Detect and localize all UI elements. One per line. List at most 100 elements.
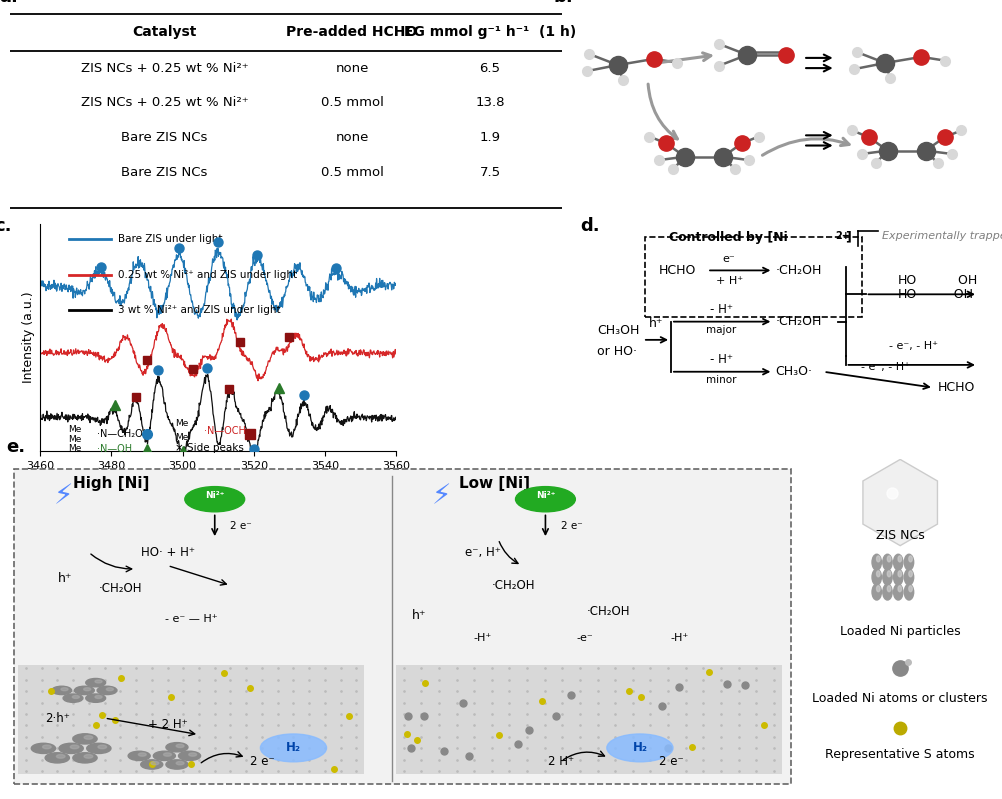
Polygon shape: [862, 459, 937, 546]
Polygon shape: [18, 665, 364, 774]
Circle shape: [904, 584, 913, 600]
Text: minor: minor: [705, 376, 735, 385]
Circle shape: [261, 734, 327, 761]
Text: h⁺: h⁺: [412, 609, 426, 622]
Text: major: major: [705, 325, 735, 335]
Circle shape: [908, 556, 912, 562]
Circle shape: [515, 487, 575, 512]
Text: 7.5: 7.5: [479, 165, 500, 178]
Text: Ni²⁺: Ni²⁺: [204, 491, 224, 500]
Circle shape: [86, 694, 105, 702]
Text: ·CH₂OH: ·CH₂OH: [775, 264, 821, 277]
Text: 0.25 wt % Ni²⁺ and ZIS under light: 0.25 wt % Ni²⁺ and ZIS under light: [118, 270, 298, 280]
Text: h⁺: h⁺: [58, 572, 72, 586]
Text: Controlled by [Ni: Controlled by [Ni: [668, 231, 787, 244]
Text: 1.9: 1.9: [479, 131, 500, 144]
Circle shape: [140, 760, 162, 769]
Text: H₂: H₂: [286, 741, 301, 754]
Text: HCHO: HCHO: [658, 264, 695, 277]
Circle shape: [871, 555, 881, 570]
Text: HO: HO: [897, 274, 916, 287]
Text: 0.5 mmol: 0.5 mmol: [321, 96, 383, 109]
Text: ·CH₂OH: ·CH₂OH: [775, 315, 821, 328]
Circle shape: [893, 584, 902, 600]
Circle shape: [165, 760, 187, 769]
Text: e.: e.: [6, 438, 25, 456]
Circle shape: [893, 569, 902, 585]
Circle shape: [184, 487, 244, 512]
Circle shape: [871, 569, 881, 585]
X-axis label: Magnetic field (G): Magnetic field (G): [162, 477, 274, 490]
Text: ·CH₂OH: ·CH₂OH: [98, 582, 142, 595]
Circle shape: [95, 695, 102, 698]
Text: - e⁻, - H⁺: - e⁻, - H⁺: [861, 362, 909, 372]
Text: HCHO: HCHO: [937, 381, 974, 394]
Circle shape: [904, 569, 913, 585]
Text: Low [Ni]: Low [Ni]: [458, 476, 529, 491]
Circle shape: [84, 754, 93, 758]
Text: 6.5: 6.5: [479, 62, 500, 74]
Text: 2 H⁺: 2 H⁺: [547, 755, 574, 768]
Circle shape: [98, 745, 106, 749]
Text: b.: b.: [552, 0, 572, 6]
Text: ·N—CH₂OH: ·N—CH₂OH: [97, 429, 150, 439]
Circle shape: [61, 688, 68, 690]
Circle shape: [893, 555, 902, 570]
Circle shape: [887, 556, 890, 562]
Text: - H⁺: - H⁺: [709, 303, 731, 316]
Text: ·CH₂OH: ·CH₂OH: [492, 579, 535, 592]
Circle shape: [70, 745, 79, 749]
Text: Bare ZIS NCs: Bare ZIS NCs: [121, 165, 207, 178]
Circle shape: [84, 736, 93, 739]
Text: ·N—OH: ·N—OH: [97, 444, 132, 454]
Text: ⚡: ⚡: [431, 483, 450, 511]
Text: - e⁻ — H⁺: - e⁻ — H⁺: [164, 614, 217, 623]
Circle shape: [606, 734, 672, 761]
Text: 2 e⁻: 2 e⁻: [230, 521, 252, 531]
Text: - e⁻, - H⁺: - e⁻, - H⁺: [889, 341, 937, 352]
Circle shape: [52, 686, 71, 694]
Text: none: none: [335, 62, 369, 74]
Polygon shape: [396, 665, 781, 774]
FancyBboxPatch shape: [644, 237, 861, 317]
Text: Bare ZIS NCs: Bare ZIS NCs: [121, 131, 207, 144]
Text: Me: Me: [68, 425, 82, 435]
Text: ·CH₂OH: ·CH₂OH: [586, 606, 629, 618]
Circle shape: [882, 555, 892, 570]
Circle shape: [897, 586, 901, 592]
Text: Me: Me: [175, 419, 188, 428]
Text: Me: Me: [68, 444, 82, 453]
Text: 2 e⁻: 2 e⁻: [249, 755, 275, 768]
Circle shape: [72, 695, 79, 698]
Text: e⁻: e⁻: [722, 253, 734, 264]
Circle shape: [188, 753, 196, 756]
Text: CH₃OH: CH₃OH: [596, 324, 638, 337]
Text: High [Ni]: High [Ni]: [73, 476, 149, 491]
Circle shape: [151, 761, 158, 765]
Circle shape: [106, 688, 113, 690]
Text: Bare ZIS under light: Bare ZIS under light: [118, 234, 222, 244]
Circle shape: [97, 686, 117, 694]
Circle shape: [63, 694, 83, 702]
Circle shape: [887, 570, 890, 577]
Text: none: none: [335, 131, 369, 144]
Circle shape: [871, 584, 881, 600]
Circle shape: [176, 744, 183, 748]
Text: CH₃O·: CH₃O·: [775, 365, 812, 378]
Circle shape: [163, 753, 171, 756]
Circle shape: [876, 586, 879, 592]
Text: 2+: 2+: [835, 231, 850, 240]
Circle shape: [176, 761, 183, 765]
FancyBboxPatch shape: [14, 469, 791, 785]
Circle shape: [178, 751, 200, 761]
Text: Experimentally trapped: Experimentally trapped: [881, 231, 1002, 240]
Text: ⚡: ⚡: [53, 483, 73, 511]
Circle shape: [73, 753, 97, 763]
Text: 0.5 mmol: 0.5 mmol: [321, 165, 383, 178]
Text: Pre-added HCHO: Pre-added HCHO: [287, 26, 417, 39]
Circle shape: [59, 743, 83, 753]
Text: Ni²⁺: Ni²⁺: [535, 491, 554, 500]
Text: ·N—OCH₃: ·N—OCH₃: [203, 426, 249, 435]
Circle shape: [56, 754, 65, 758]
Circle shape: [153, 751, 175, 761]
